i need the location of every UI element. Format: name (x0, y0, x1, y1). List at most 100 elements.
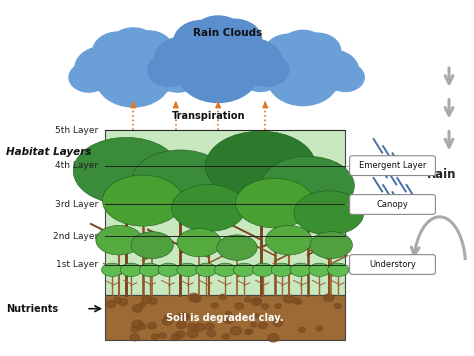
Circle shape (106, 300, 116, 308)
Circle shape (93, 32, 144, 70)
Text: Emergent Layer: Emergent Layer (359, 161, 426, 170)
Circle shape (296, 300, 301, 304)
Circle shape (180, 313, 189, 320)
Ellipse shape (261, 156, 355, 215)
Circle shape (131, 326, 139, 332)
Circle shape (293, 33, 341, 68)
Text: Habitat Layers: Habitat Layers (6, 147, 91, 157)
Circle shape (148, 323, 156, 329)
FancyBboxPatch shape (350, 156, 436, 176)
Text: Canopy: Canopy (376, 200, 409, 209)
Text: Rain Clouds: Rain Clouds (193, 28, 262, 38)
Circle shape (75, 47, 132, 89)
Circle shape (148, 54, 191, 86)
Circle shape (194, 323, 205, 331)
Circle shape (212, 303, 219, 308)
Circle shape (268, 334, 279, 342)
Ellipse shape (271, 263, 292, 277)
Bar (105, 294, 346, 340)
Text: Understory: Understory (369, 260, 416, 269)
Circle shape (134, 48, 191, 91)
Circle shape (226, 312, 231, 316)
Ellipse shape (234, 263, 255, 277)
Circle shape (130, 334, 139, 341)
Circle shape (187, 330, 198, 338)
Circle shape (192, 16, 244, 55)
Circle shape (151, 334, 159, 340)
Text: 4th Layer: 4th Layer (55, 161, 98, 170)
Circle shape (245, 330, 251, 335)
Circle shape (154, 36, 217, 83)
Ellipse shape (236, 178, 314, 228)
Ellipse shape (132, 150, 229, 212)
Circle shape (268, 53, 338, 106)
Ellipse shape (309, 263, 330, 277)
Ellipse shape (102, 175, 183, 226)
Circle shape (299, 327, 305, 332)
Ellipse shape (172, 184, 246, 231)
Ellipse shape (252, 263, 273, 277)
Ellipse shape (131, 232, 173, 258)
Circle shape (280, 30, 326, 64)
Ellipse shape (294, 191, 364, 235)
Circle shape (177, 42, 259, 103)
Circle shape (224, 318, 231, 324)
Circle shape (247, 48, 302, 89)
Circle shape (164, 315, 172, 320)
Text: 3rd Layer: 3rd Layer (55, 200, 98, 209)
Circle shape (171, 334, 180, 341)
Circle shape (219, 294, 226, 299)
Circle shape (177, 321, 186, 329)
Circle shape (69, 62, 109, 92)
Ellipse shape (196, 263, 217, 277)
FancyBboxPatch shape (350, 195, 436, 214)
Circle shape (132, 320, 143, 329)
Ellipse shape (205, 131, 316, 201)
Circle shape (96, 51, 171, 107)
Circle shape (188, 324, 197, 330)
Circle shape (163, 318, 172, 325)
Ellipse shape (217, 235, 257, 260)
Circle shape (109, 28, 157, 63)
Circle shape (139, 303, 146, 307)
Circle shape (138, 324, 146, 329)
Circle shape (235, 303, 244, 309)
Circle shape (316, 326, 323, 331)
Ellipse shape (96, 225, 143, 255)
Circle shape (242, 63, 279, 91)
Circle shape (132, 305, 142, 312)
Ellipse shape (158, 263, 179, 277)
Circle shape (304, 50, 358, 91)
Circle shape (247, 329, 253, 334)
Circle shape (118, 299, 128, 305)
Circle shape (283, 295, 294, 303)
Ellipse shape (101, 263, 123, 277)
Text: 5th Layer: 5th Layer (55, 126, 98, 135)
Circle shape (253, 314, 259, 318)
Circle shape (173, 20, 230, 63)
Circle shape (188, 293, 199, 302)
Ellipse shape (177, 229, 221, 257)
Text: Transpiration: Transpiration (172, 111, 246, 121)
Circle shape (207, 330, 216, 337)
Circle shape (327, 63, 364, 91)
Circle shape (264, 34, 313, 71)
Circle shape (228, 318, 233, 323)
Text: Rain: Rain (427, 168, 457, 181)
Ellipse shape (177, 263, 198, 277)
Circle shape (253, 298, 261, 304)
Circle shape (245, 54, 289, 86)
Ellipse shape (265, 225, 312, 255)
Text: 1st Layer: 1st Layer (56, 260, 98, 269)
Text: Nutrients: Nutrients (6, 304, 58, 314)
Circle shape (219, 38, 282, 85)
Ellipse shape (328, 263, 349, 277)
Circle shape (245, 297, 251, 302)
Circle shape (175, 331, 185, 338)
Circle shape (158, 62, 198, 92)
Circle shape (292, 298, 300, 304)
Circle shape (114, 298, 121, 303)
Ellipse shape (73, 137, 179, 204)
FancyBboxPatch shape (350, 255, 436, 274)
Circle shape (148, 298, 157, 304)
